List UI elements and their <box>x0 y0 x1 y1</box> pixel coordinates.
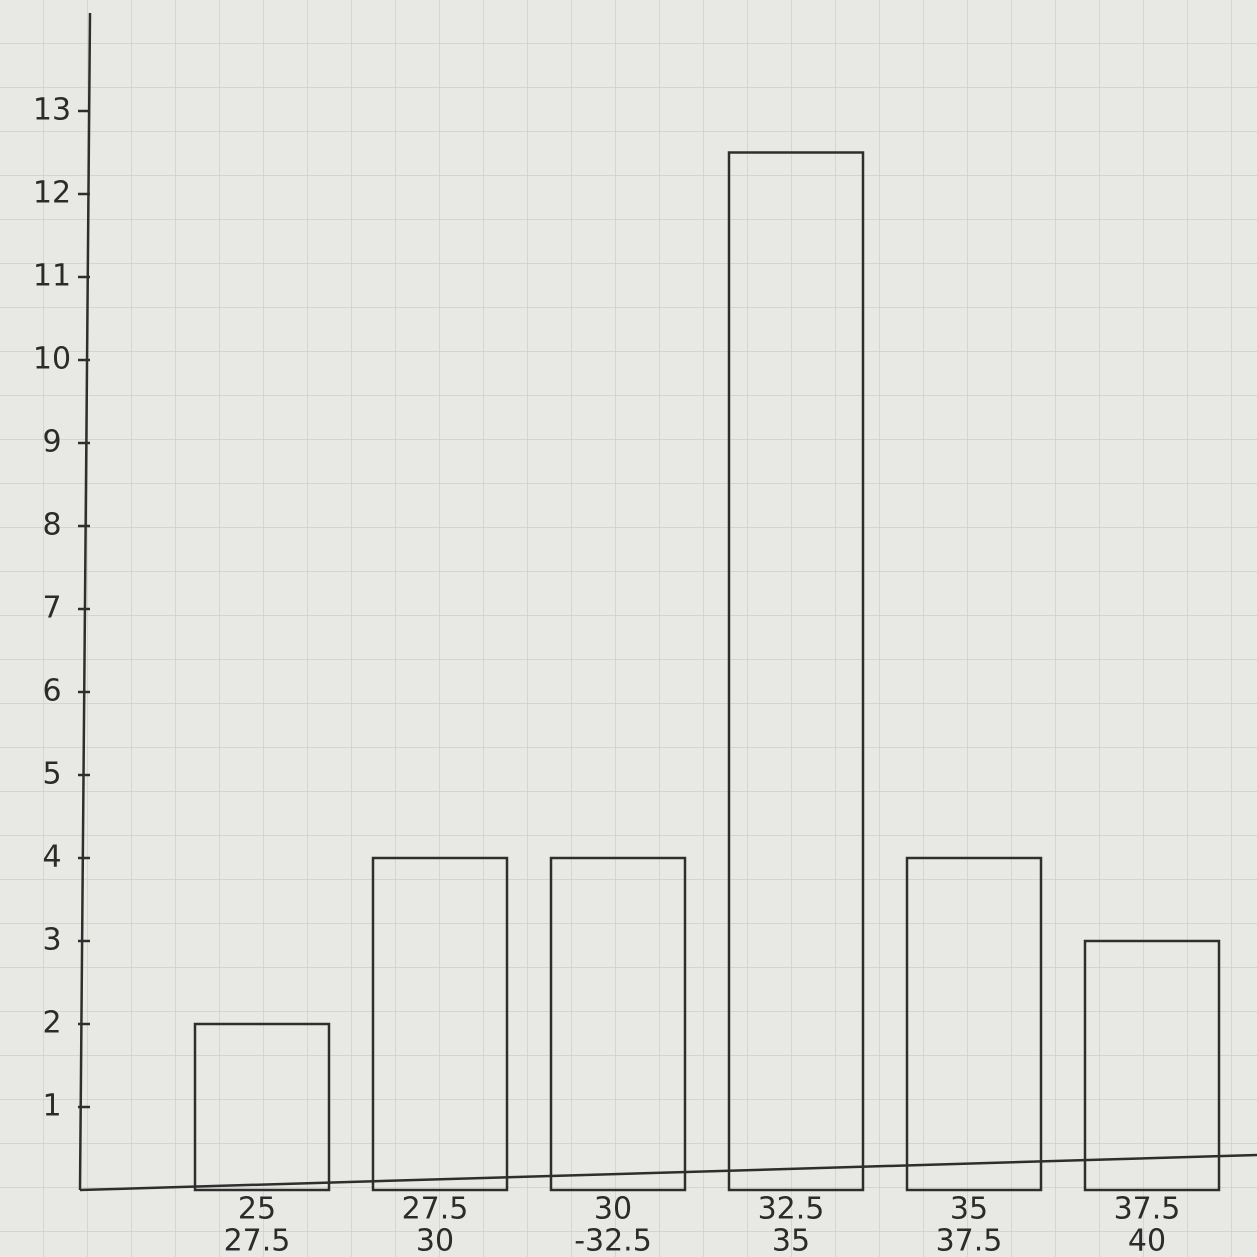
y-tick-label: 12 <box>33 176 71 211</box>
x-tick-label: 25 <box>238 1192 276 1227</box>
bar <box>371 856 509 1192</box>
y-tick-label: 6 <box>42 674 61 709</box>
x-tick-label: 35 <box>950 1192 988 1227</box>
x-tick-label: 35 <box>772 1224 810 1257</box>
y-tick-label: 11 <box>33 259 71 294</box>
x-axis <box>79 1153 1257 1192</box>
bar <box>905 856 1043 1192</box>
x-tick-label: 37.5 <box>1114 1192 1181 1227</box>
y-tick-label: 9 <box>42 425 61 460</box>
y-tick-label: 13 <box>33 93 71 128</box>
x-tick-label: -32.5 <box>574 1224 652 1257</box>
x-tick-label: 37.5 <box>936 1224 1003 1257</box>
y-tick-label: 4 <box>42 840 61 875</box>
y-tick-label: 10 <box>33 342 71 377</box>
y-axis <box>78 12 92 1191</box>
x-tick-label: 32.5 <box>758 1192 825 1227</box>
y-tick-label: 8 <box>42 508 61 543</box>
x-tick-label: 30 <box>416 1224 454 1257</box>
x-tick-label: 40 <box>1128 1224 1166 1257</box>
y-tick-label: 3 <box>42 923 61 958</box>
x-tick-label: 27.5 <box>402 1192 469 1227</box>
bar <box>193 1022 331 1192</box>
bar <box>1083 939 1221 1192</box>
bar <box>549 856 687 1192</box>
y-tick-label: 7 <box>42 591 61 626</box>
y-tick-label: 2 <box>42 1006 61 1041</box>
x-tick-label: 27.5 <box>224 1224 291 1257</box>
y-tick-label: 5 <box>42 757 61 792</box>
bar <box>727 151 865 1192</box>
x-tick-label: 30 <box>594 1192 632 1227</box>
y-tick-label: 1 <box>42 1089 61 1124</box>
